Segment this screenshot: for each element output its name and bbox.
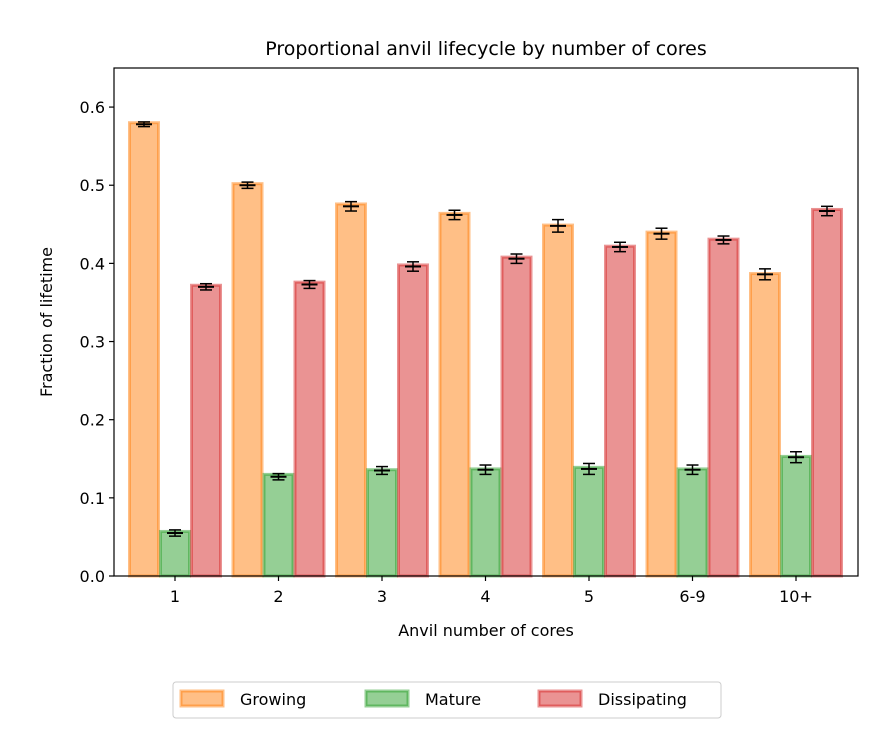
y-tick-label-5: 0.5 bbox=[80, 176, 105, 195]
errorbar-dissipating-5 bbox=[715, 235, 732, 245]
errorbar-growing-0 bbox=[136, 121, 152, 128]
y-tick-label-3: 0.3 bbox=[80, 333, 105, 352]
x-tick-label-1: 2 bbox=[273, 587, 283, 606]
bar-mature-4 bbox=[573, 465, 605, 578]
bar-growing-2 bbox=[335, 202, 367, 578]
bar-mature-6 bbox=[780, 454, 812, 578]
errorbar-mature-3 bbox=[477, 464, 494, 476]
errorbar-mature-0 bbox=[167, 529, 183, 537]
x-tick-label-0: 1 bbox=[170, 587, 180, 606]
bar-growing-5 bbox=[645, 230, 678, 578]
bar-mature-1 bbox=[262, 472, 295, 578]
bar-dissipating-4 bbox=[604, 244, 636, 578]
bar-dissipating-2 bbox=[397, 263, 429, 578]
errorbar-dissipating-4 bbox=[612, 241, 628, 253]
errorbar-growing-5 bbox=[653, 227, 670, 240]
bar-dissipating-5 bbox=[707, 237, 740, 578]
bar-mature-2 bbox=[366, 468, 398, 578]
legend-swatch-growing bbox=[179, 689, 225, 708]
y-axis-label: Fraction of lifetime bbox=[37, 247, 56, 397]
errorbar-growing-6 bbox=[757, 268, 773, 281]
bar-mature-3 bbox=[469, 467, 502, 578]
bar-dissipating-1 bbox=[293, 280, 326, 578]
y-tick-label-6: 0.6 bbox=[80, 98, 105, 117]
legend-swatch-dissipating bbox=[537, 689, 583, 708]
legend-frame bbox=[172, 681, 722, 719]
legend-items: Growing Mature Dissipating bbox=[179, 689, 687, 709]
bar-growing-0 bbox=[128, 121, 160, 578]
errorbar-dissipating-2 bbox=[405, 261, 421, 272]
errorbar-growing-2 bbox=[343, 200, 359, 212]
x-tick-label-4: 5 bbox=[584, 587, 594, 606]
errorbar-dissipating-6 bbox=[819, 205, 835, 217]
errorbar-dissipating-0 bbox=[198, 282, 214, 291]
x-tick-label-5: 6-9 bbox=[679, 587, 705, 606]
x-tick-label-2: 3 bbox=[377, 587, 387, 606]
bar-dissipating-3 bbox=[500, 255, 533, 578]
errorbar-growing-3 bbox=[446, 209, 463, 221]
errorbar-mature-4 bbox=[581, 462, 597, 476]
errorbar-growing-4 bbox=[550, 218, 566, 233]
y-tick-label-0: 0.0 bbox=[80, 567, 105, 586]
bar-mature-0 bbox=[159, 529, 191, 578]
errorbar-mature-1 bbox=[270, 472, 287, 481]
errorbar-dissipating-3 bbox=[508, 253, 525, 265]
bar-growing-4 bbox=[542, 223, 574, 578]
errorbar-dissipating-1 bbox=[301, 279, 318, 290]
y-tick-label-1: 0.1 bbox=[80, 489, 105, 508]
bar-growing-1 bbox=[231, 182, 264, 578]
legend-label-mature: Mature bbox=[425, 690, 481, 709]
legend-label-growing: Growing bbox=[240, 690, 306, 709]
y-axis-ticks: 0.0 0.1 0.2 0.3 0.4 0.5 0.6 bbox=[80, 98, 114, 586]
bar-mature-5 bbox=[676, 467, 709, 578]
bar-dissipating-6 bbox=[811, 207, 843, 578]
errorbar-mature-2 bbox=[374, 465, 390, 476]
x-tick-label-6: 10+ bbox=[779, 587, 813, 606]
error-bars-layer bbox=[136, 121, 835, 537]
x-tick-label-3: 4 bbox=[480, 587, 490, 606]
legend-swatch-mature bbox=[364, 689, 410, 708]
x-axis-label: Anvil number of cores bbox=[398, 621, 574, 640]
legend-label-dissipating: Dissipating bbox=[598, 690, 687, 709]
bar-growing-6 bbox=[749, 272, 781, 578]
bars-layer bbox=[128, 121, 843, 578]
chart-title: Proportional anvil lifecycle by number o… bbox=[265, 38, 707, 60]
x-axis-ticks: 1 2 3 4 5 6-9 10+ bbox=[170, 576, 813, 606]
errorbar-mature-6 bbox=[788, 450, 804, 464]
bar-dissipating-0 bbox=[190, 283, 222, 578]
legend: Growing Mature Dissipating bbox=[172, 681, 722, 719]
y-tick-label-2: 0.2 bbox=[80, 411, 105, 430]
bar-growing-3 bbox=[438, 211, 471, 578]
y-tick-label-4: 0.4 bbox=[80, 254, 105, 273]
errorbar-growing-1 bbox=[239, 181, 256, 190]
errorbar-mature-5 bbox=[684, 464, 701, 476]
